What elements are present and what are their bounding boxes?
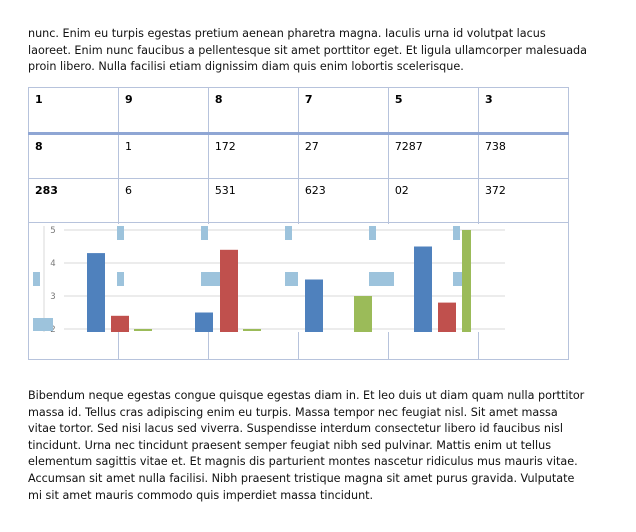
table-row-empty [27,222,570,360]
table-cell [387,222,479,360]
table-cell: 283 [27,178,120,223]
table-header-row: 1 9 8 7 5 3 [27,87,570,135]
table-cell: 3 [477,87,570,135]
table-cell: 372 [477,178,570,223]
table-cell: 5 [387,87,479,135]
table-cell: 623 [297,178,389,223]
table-cell [207,222,299,360]
table-cell: 7287 [387,133,479,179]
table-cell [118,222,209,360]
table-cell: 738 [477,133,570,179]
table-cell: 27 [297,133,389,179]
table-cell: 1 [27,87,120,135]
table-cell: 8 [207,87,299,135]
table-cell: 531 [207,178,299,223]
paragraph-top: nunc. Enim eu turpis egestas pretium aen… [28,27,588,74]
table-row: 283 6 531 623 02 372 [27,178,570,223]
data-table: 1 9 8 7 5 3 8 1 172 27 7287 738 283 6 53… [27,87,570,360]
table-cell [477,222,570,360]
table-cell [297,222,389,360]
paragraph-bottom: Bibendum neque egestas congue quisque eg… [28,389,585,502]
table-cell [27,222,120,360]
table-cell: 02 [387,178,479,223]
table-cell: 172 [207,133,299,179]
table-row: 8 1 172 27 7287 738 [27,133,570,179]
table-cell: 1 [118,133,209,179]
table-cell: 9 [118,87,209,135]
table-cell: 8 [27,133,120,179]
table-cell: 6 [118,178,209,223]
table-cell: 7 [297,87,389,135]
